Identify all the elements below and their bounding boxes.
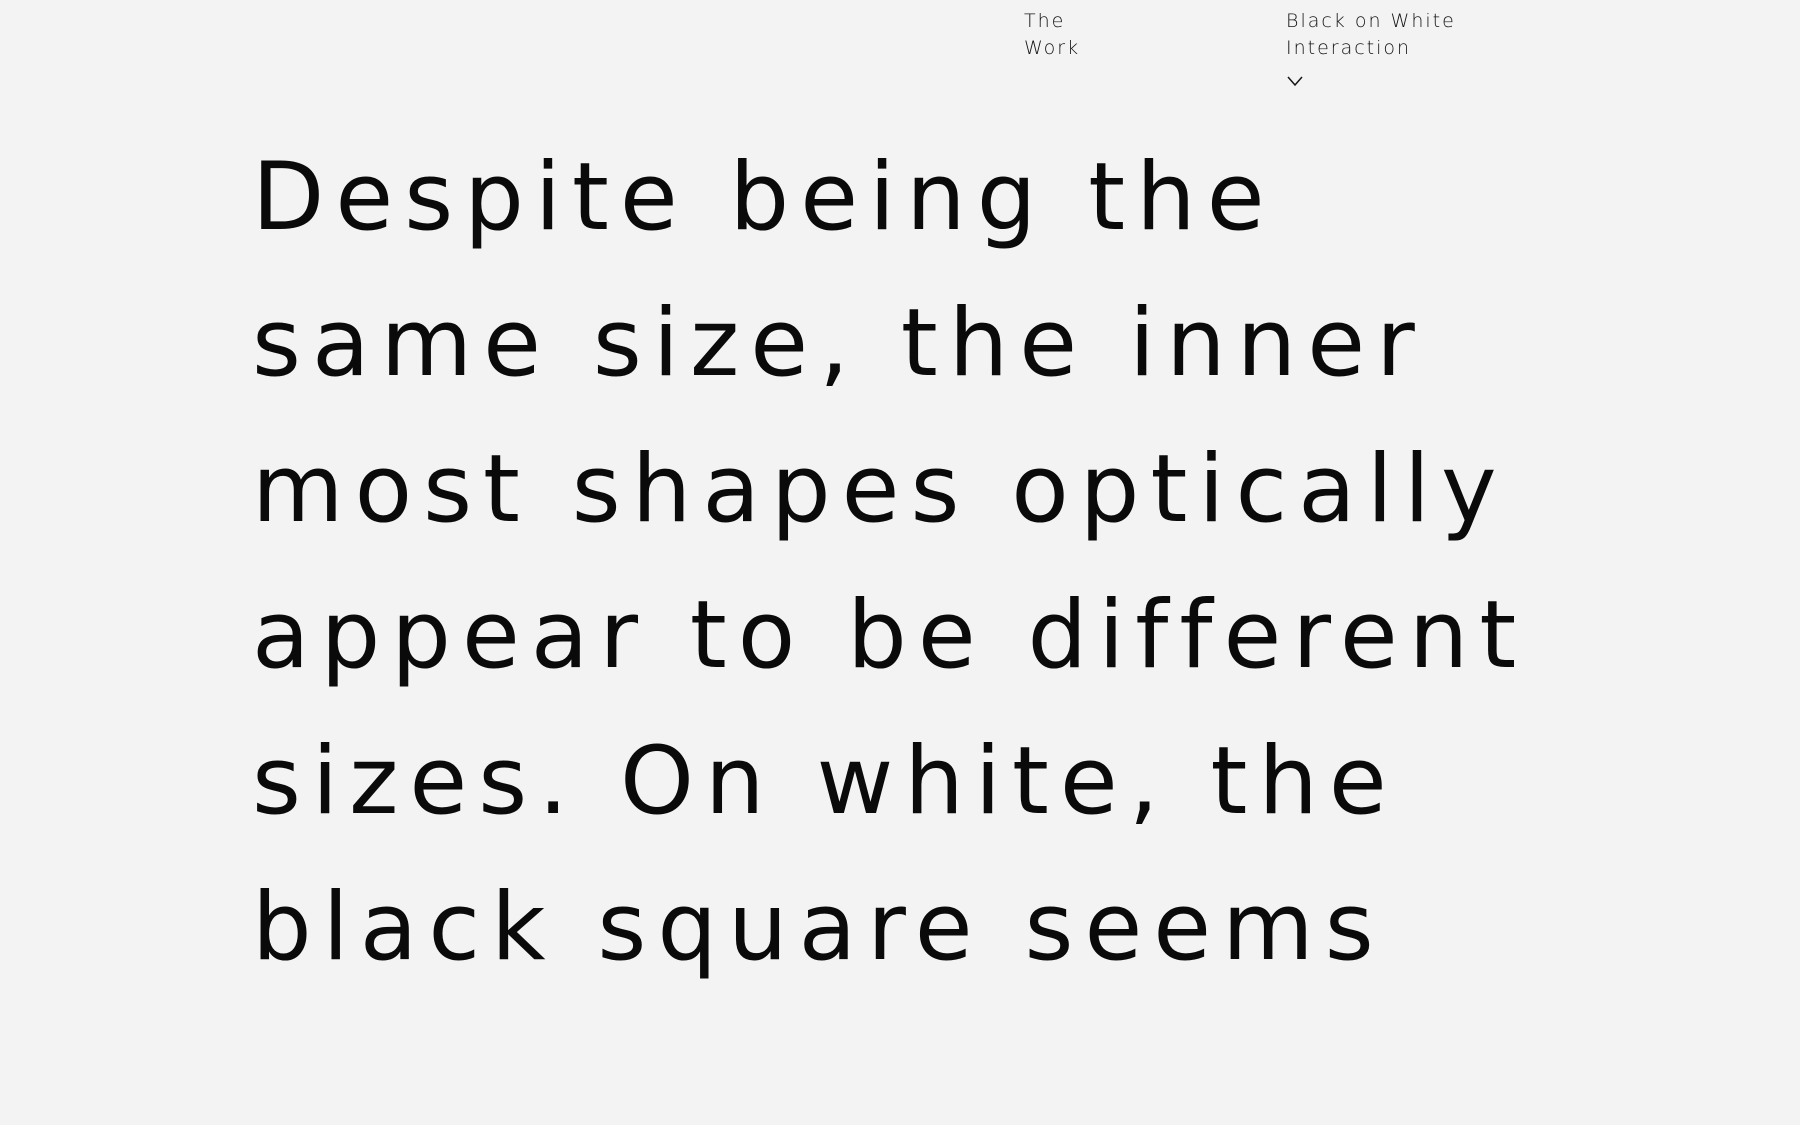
project-title-line-1: Black on White [1286,10,1456,32]
project-title-line-2: Interaction [1286,37,1412,59]
body-text-line: black square seems [252,873,1385,982]
body-text: Despite being the same size, the inner m… [252,125,1592,1001]
nav-project-title[interactable]: Black on White Interaction [1286,8,1506,88]
body-text-line: appear to be different [252,581,1528,690]
nav-work-line-2: Work [1024,37,1081,59]
body-text-line: most shapes optically [252,435,1508,544]
chevron-down-icon[interactable] [1286,74,1304,88]
body-text-line: sizes. On white, the [252,727,1398,836]
nav-work-line-1: The [1024,10,1066,32]
nav-link-the-work[interactable]: The Work [1024,8,1144,62]
body-text-line: same size, the inner [252,289,1426,398]
body-text-line: Despite being the [252,143,1276,252]
